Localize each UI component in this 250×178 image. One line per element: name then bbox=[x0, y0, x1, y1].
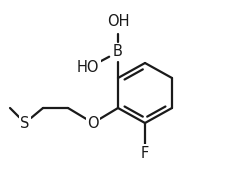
Text: S: S bbox=[20, 116, 30, 130]
Text: B: B bbox=[113, 44, 123, 59]
Text: HO: HO bbox=[77, 61, 99, 75]
Text: OH: OH bbox=[107, 14, 129, 30]
Text: O: O bbox=[87, 116, 99, 130]
Text: F: F bbox=[141, 145, 149, 161]
